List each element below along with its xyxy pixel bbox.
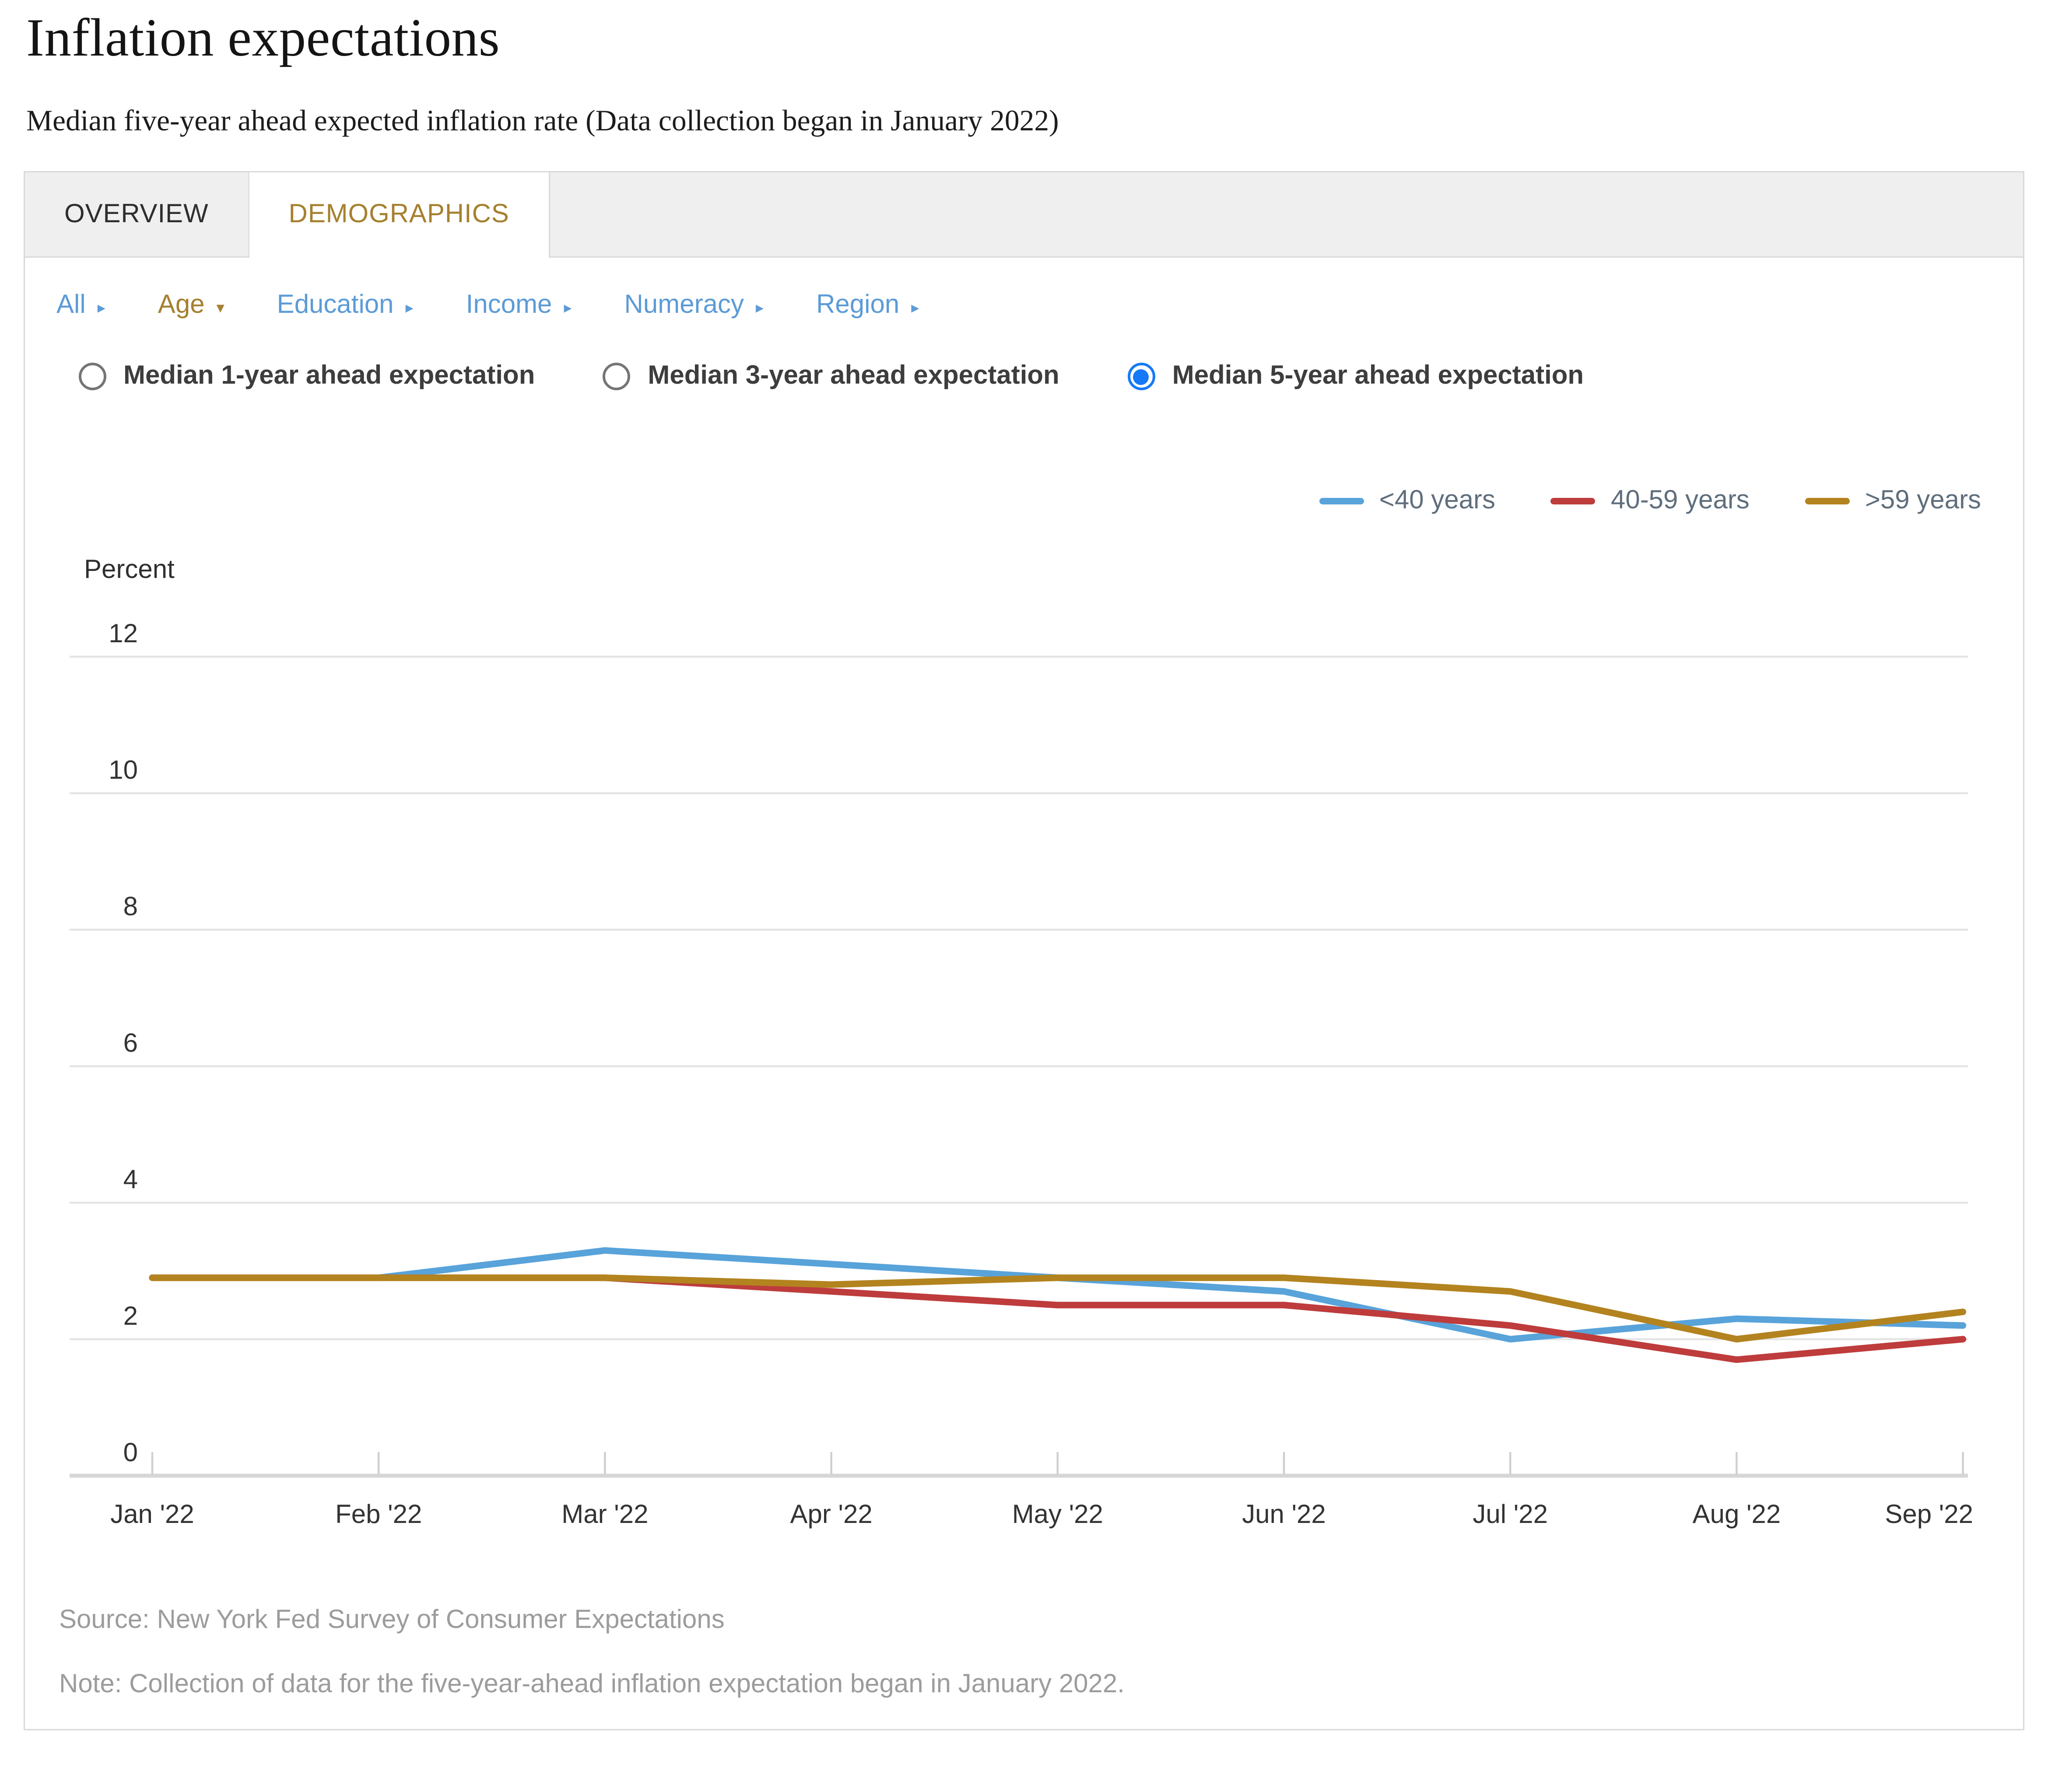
legend-swatch-icon xyxy=(1319,498,1364,504)
legend-item--40-years[interactable]: <40 years xyxy=(1319,486,1495,516)
chevron-right-icon: ▸ xyxy=(564,298,572,316)
legend-label: <40 years xyxy=(1379,486,1495,515)
legend-label: 40-59 years xyxy=(1610,486,1750,515)
radio-selected-icon[interactable] xyxy=(1127,363,1155,390)
filter-item-region[interactable]: Region ▸ xyxy=(816,290,919,321)
filter-item-age[interactable]: Age ▾ xyxy=(158,290,224,321)
filter-label: Region xyxy=(816,290,900,319)
filter-label: Numeracy xyxy=(624,290,744,319)
tab-demographics[interactable]: DEMOGRAPHICS xyxy=(249,172,550,258)
filter-label: Education xyxy=(277,290,394,319)
x-axis-label: Sep '22 xyxy=(1885,1499,1973,1529)
tab-overview[interactable]: OVERVIEW xyxy=(25,172,249,256)
horizon-radio-group: Median 1-year ahead expectation Median 3-… xyxy=(79,361,1992,392)
note-text: Note: Collection of data for the five-ye… xyxy=(59,1670,1125,1699)
x-axis-label: Jul '22 xyxy=(1473,1499,1548,1529)
radio-option-3-year[interactable]: Median 3-year ahead expectation xyxy=(603,361,1059,392)
legend-label: >59 years xyxy=(1865,486,1981,515)
source-text: Source: New York Fed Survey of Consumer … xyxy=(59,1606,725,1634)
page-title: Inflation expectations xyxy=(26,7,500,67)
x-axis-label: May '22 xyxy=(1012,1499,1103,1529)
y-axis-label: 12 xyxy=(109,619,138,648)
line-chart: 12 10 8 6 4 2 0 Jan '22 Feb '22 Mar '22 Apr '22 May… xyxy=(70,619,1973,1529)
x-axis-label: Mar '22 xyxy=(561,1499,648,1529)
y-axis-label: 8 xyxy=(123,892,138,921)
series-line--59-years xyxy=(149,1274,1967,1343)
filter-item-all[interactable]: All ▸ xyxy=(56,290,105,321)
chevron-right-icon: ▸ xyxy=(405,298,414,316)
legend-swatch-icon xyxy=(1550,498,1595,504)
radio-option-5-year[interactable]: Median 5-year ahead expectation xyxy=(1127,361,1584,392)
x-axis-label: Aug '22 xyxy=(1693,1499,1781,1529)
chevron-right-icon: ▸ xyxy=(97,298,105,316)
y-axis-label: 0 xyxy=(123,1438,138,1467)
radio-unselected-icon[interactable] xyxy=(603,363,631,390)
x-axis-label: Jan '22 xyxy=(110,1499,194,1529)
y-axis-label: 10 xyxy=(109,755,138,784)
chart-panel: OVERVIEW DEMOGRAPHICS All ▸ Age ▾ Education ▸ I… xyxy=(24,171,2024,1730)
legend-item-40-59-years[interactable]: 40-59 years xyxy=(1550,486,1750,516)
filter-item-education[interactable]: Education ▸ xyxy=(277,290,414,321)
y-axis-label: 2 xyxy=(123,1301,138,1330)
legend-swatch-icon xyxy=(1804,498,1849,504)
chart-footer: Source: New York Fed Survey of Consumer … xyxy=(59,1606,1992,1729)
filter-label: Income xyxy=(466,290,552,319)
filter-item-numeracy[interactable]: Numeracy ▸ xyxy=(624,290,764,321)
panel-content: All ▸ Age ▾ Education ▸ Income ▸ Numeracy ▸ Region… xyxy=(25,290,2023,1729)
chevron-down-icon: ▾ xyxy=(216,298,224,316)
tab-bar: OVERVIEW DEMOGRAPHICS xyxy=(25,172,2023,258)
radio-unselected-icon[interactable] xyxy=(79,363,106,390)
chevron-right-icon: ▸ xyxy=(911,298,919,316)
x-axis-label: Feb '22 xyxy=(335,1499,422,1529)
y-axis-label: 4 xyxy=(123,1165,138,1194)
x-axis-label: Apr '22 xyxy=(790,1499,872,1529)
radio-label: Median 1-year ahead expectation xyxy=(123,361,535,390)
y-axis-title: Percent xyxy=(84,556,175,584)
radio-label: Median 3-year ahead expectation xyxy=(648,361,1059,390)
page-subtitle: Median five-year ahead expected inflatio… xyxy=(26,104,1059,137)
filter-item-income[interactable]: Income ▸ xyxy=(466,290,572,321)
filter-label: All xyxy=(56,290,86,319)
series-line-40-59-years xyxy=(149,1274,1967,1363)
y-axis-label: 6 xyxy=(123,1028,138,1057)
app-root: Inflation expectations Median five-year … xyxy=(0,6,2048,1792)
radio-label: Median 5-year ahead expectation xyxy=(1172,361,1584,390)
radio-option-1-year[interactable]: Median 1-year ahead expectation xyxy=(79,361,535,392)
filter-label: Age xyxy=(158,290,205,319)
series-line--40-years xyxy=(149,1247,1967,1343)
x-axis-label: Jun '22 xyxy=(1242,1499,1326,1529)
legend-item--59-years[interactable]: >59 years xyxy=(1804,486,1981,516)
chart-legend: <40 years 40-59 years >59 years xyxy=(56,486,1992,516)
demographic-filters: All ▸ Age ▾ Education ▸ Income ▸ Numeracy ▸ Region… xyxy=(56,290,1992,321)
chevron-right-icon: ▸ xyxy=(755,298,764,316)
